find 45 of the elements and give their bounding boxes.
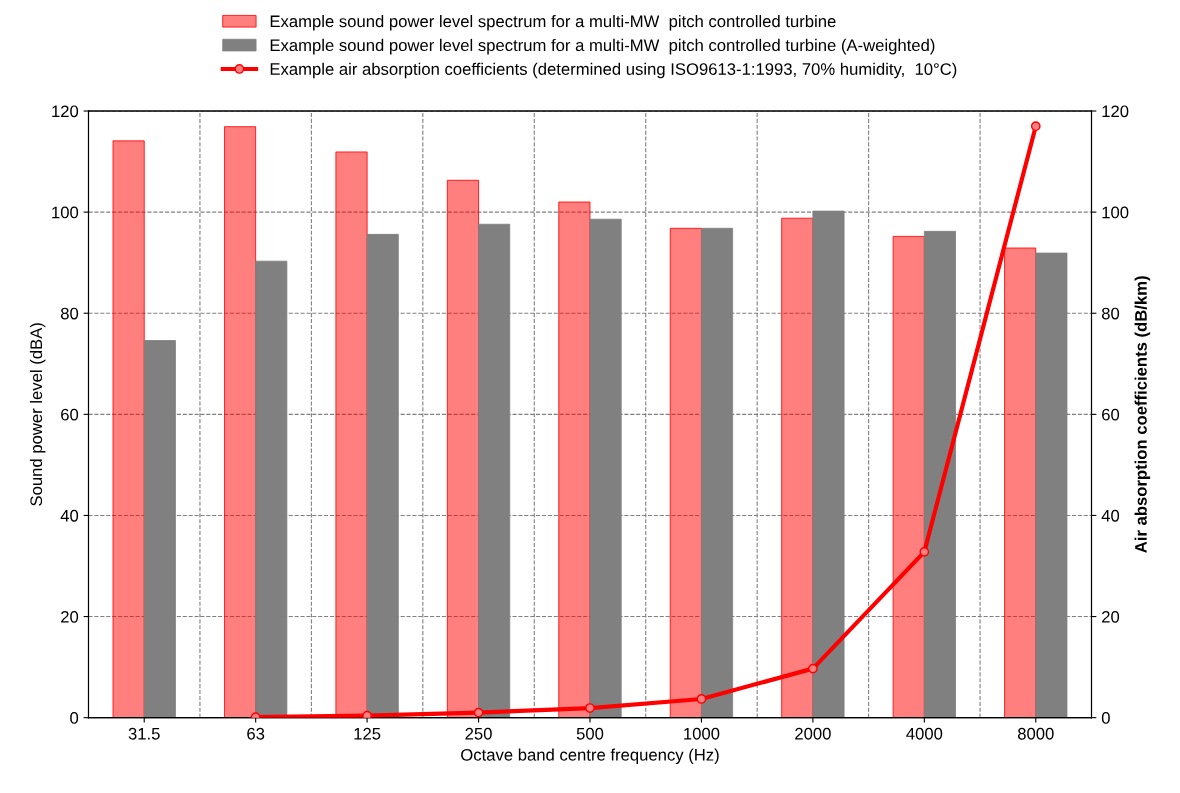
bar: [781, 217, 814, 718]
y-tick-label: 40: [60, 509, 79, 522]
bar: [112, 140, 145, 718]
y2-tick-label: 40: [1101, 509, 1120, 522]
bar: [558, 201, 591, 718]
y2-tick-label: 0: [1101, 712, 1110, 724]
x-tick-label: 8000: [1017, 727, 1054, 740]
y-tick-label: 120: [52, 105, 79, 118]
bar: [892, 235, 925, 718]
legend-label: Example sound power level spectrum for a multi-MW pitch controlled turbine (A-weighted): [270, 38, 935, 55]
y2-axis-title: Air absorption coefficients (dB/km): [1134, 276, 1151, 553]
point: [696, 694, 707, 704]
x-tick-label: 2000: [795, 727, 831, 740]
x-tick-label: 4000: [906, 727, 943, 740]
y-axis-title: Sound power level (dBA): [29, 323, 46, 506]
bar: [669, 227, 702, 718]
x-tick-label: 63: [247, 727, 265, 740]
y2-tick-label: 80: [1101, 307, 1120, 320]
point: [585, 703, 595, 713]
y2-tick-label: 120: [1102, 105, 1129, 118]
legend-label: Example sound power level spectrum for a multi-MW pitch controlled turbine: [270, 15, 836, 31]
y2-tick-label: 20: [1102, 610, 1120, 623]
point: [919, 546, 930, 557]
x-tick-label: 250: [465, 727, 492, 740]
point: [1030, 121, 1041, 132]
y2-tick-label: 100: [1102, 206, 1129, 219]
bar: [1004, 247, 1037, 718]
point: [473, 707, 484, 718]
legend-label: Example air absorption coefficients (determined using ISO9613-1:1993, 70% humidity, 10°C): [270, 62, 957, 79]
x-tick-label: 500: [576, 727, 604, 740]
x-tick-label: 31.5: [128, 727, 160, 740]
x-tick-label: 1000: [684, 727, 720, 740]
x-tick-label: 125: [354, 727, 381, 740]
y-tick-label: 80: [60, 307, 79, 320]
bar: [446, 179, 479, 718]
y-tick-label: 60: [61, 408, 79, 421]
y2-tick-label: 60: [1102, 408, 1120, 421]
y-tick-label: 20: [61, 610, 79, 623]
y-tick-label: 0: [70, 712, 79, 724]
bar: [143, 340, 176, 718]
x-axis-title: Octave band centre frequency (Hz): [461, 748, 719, 765]
bar: [224, 126, 257, 718]
point: [808, 663, 818, 674]
y-tick-label: 100: [52, 206, 79, 219]
point: [362, 710, 372, 718]
